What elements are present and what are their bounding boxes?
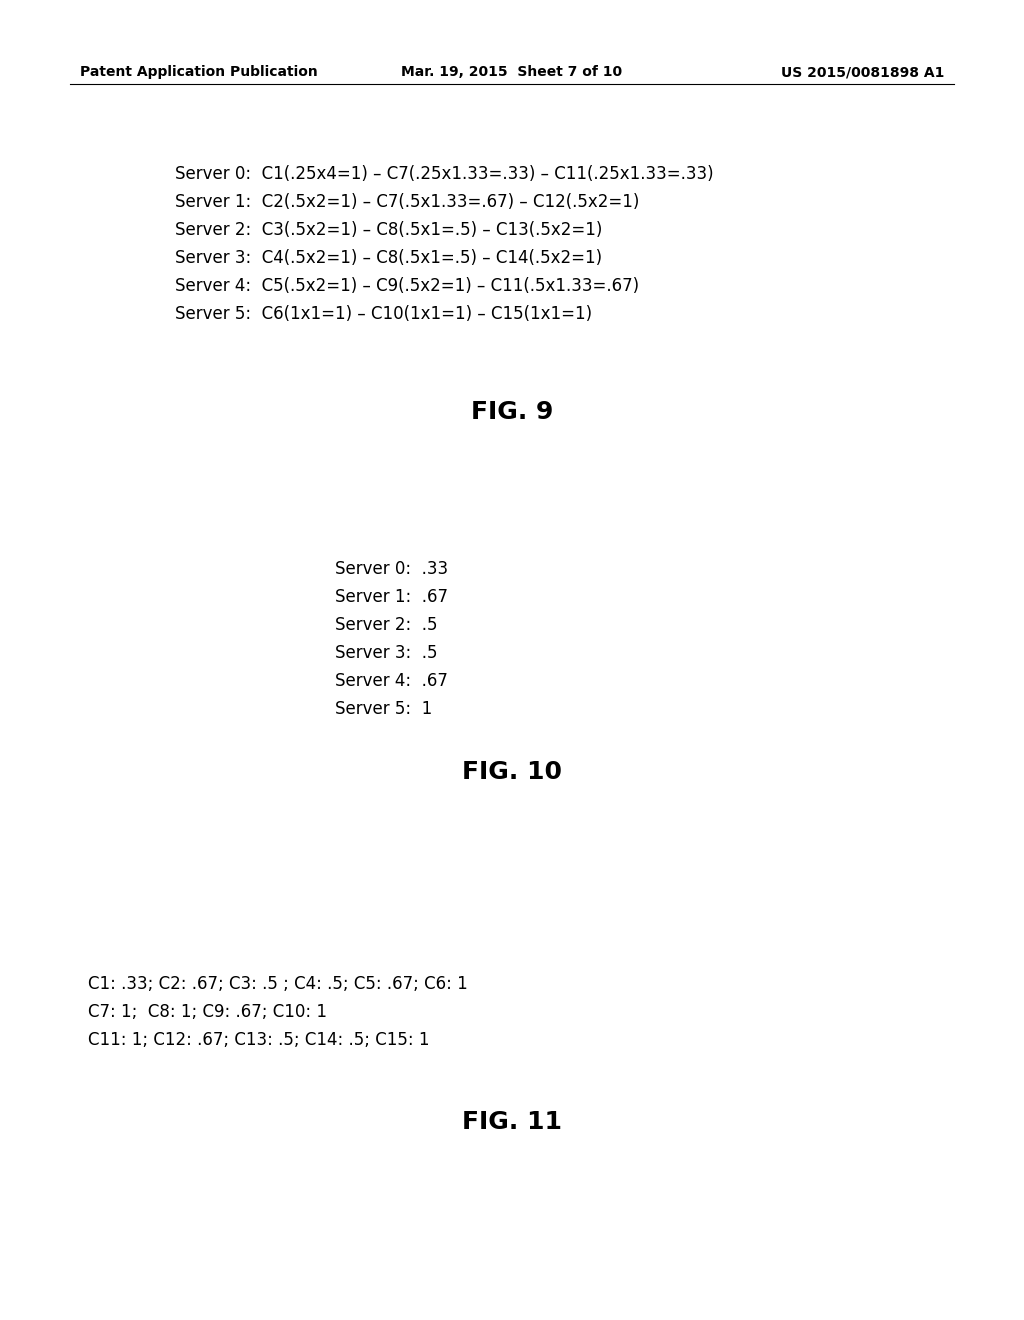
Text: Server 2:  C3(.5x2=1) – C8(.5x1=.5) – C13(.5x2=1): Server 2: C3(.5x2=1) – C8(.5x1=.5) – C13… <box>175 220 602 239</box>
Text: C7: 1;  C8: 1; C9: .67; C10: 1: C7: 1; C8: 1; C9: .67; C10: 1 <box>88 1003 327 1020</box>
Text: Server 5:  1: Server 5: 1 <box>335 700 432 718</box>
Text: Patent Application Publication: Patent Application Publication <box>80 65 317 79</box>
Text: Server 5:  C6(1x1=1) – C10(1x1=1) – C15(1x1=1): Server 5: C6(1x1=1) – C10(1x1=1) – C15(1… <box>175 305 592 323</box>
Text: Server 3:  C4(.5x2=1) – C8(.5x1=.5) – C14(.5x2=1): Server 3: C4(.5x2=1) – C8(.5x1=.5) – C14… <box>175 249 602 267</box>
Text: FIG. 9: FIG. 9 <box>471 400 553 424</box>
Text: Server 0:  .33: Server 0: .33 <box>335 560 449 578</box>
Text: C1: .33; C2: .67; C3: .5 ; C4: .5; C5: .67; C6: 1: C1: .33; C2: .67; C3: .5 ; C4: .5; C5: .… <box>88 975 468 993</box>
Text: C11: 1; C12: .67; C13: .5; C14: .5; C15: 1: C11: 1; C12: .67; C13: .5; C14: .5; C15:… <box>88 1031 429 1049</box>
Text: Mar. 19, 2015  Sheet 7 of 10: Mar. 19, 2015 Sheet 7 of 10 <box>401 65 623 79</box>
Text: US 2015/0081898 A1: US 2015/0081898 A1 <box>780 65 944 79</box>
Text: Server 4:  C5(.5x2=1) – C9(.5x2=1) – C11(.5x1.33=.67): Server 4: C5(.5x2=1) – C9(.5x2=1) – C11(… <box>175 277 639 294</box>
Text: Server 0:  C1(.25x4=1) – C7(.25x1.33=.33) – C11(.25x1.33=.33): Server 0: C1(.25x4=1) – C7(.25x1.33=.33)… <box>175 165 714 183</box>
Text: Server 4:  .67: Server 4: .67 <box>335 672 447 690</box>
Text: Server 1:  C2(.5x2=1) – C7(.5x1.33=.67) – C12(.5x2=1): Server 1: C2(.5x2=1) – C7(.5x1.33=.67) –… <box>175 193 639 211</box>
Text: FIG. 11: FIG. 11 <box>462 1110 562 1134</box>
Text: Server 3:  .5: Server 3: .5 <box>335 644 437 663</box>
Text: Server 2:  .5: Server 2: .5 <box>335 616 437 634</box>
Text: FIG. 10: FIG. 10 <box>462 760 562 784</box>
Text: Server 1:  .67: Server 1: .67 <box>335 587 449 606</box>
